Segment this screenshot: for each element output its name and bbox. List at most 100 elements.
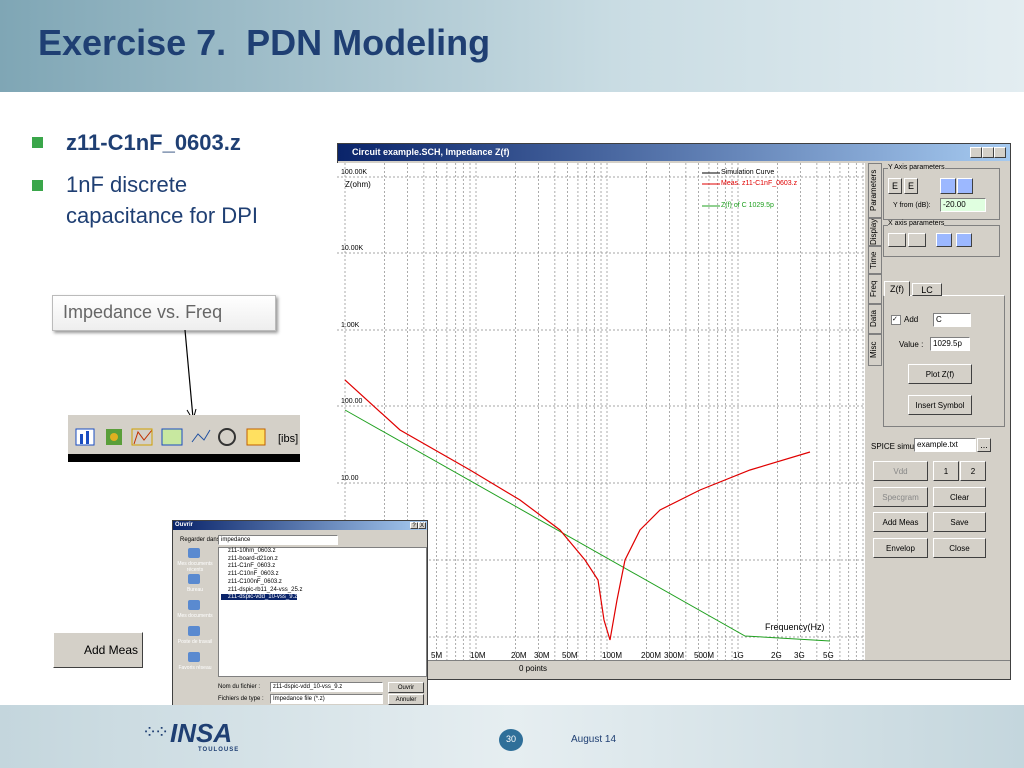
type-label: Fichiers de type :	[218, 696, 264, 702]
icon-button[interactable]	[936, 233, 952, 247]
side-tab[interactable]: Display	[868, 218, 882, 246]
y-label: 10.00	[341, 475, 359, 482]
panel-button[interactable]: 1	[933, 461, 959, 481]
element	[75, 428, 95, 446]
element	[133, 429, 153, 445]
icon-button[interactable]	[908, 233, 926, 247]
icon-button[interactable]	[888, 233, 906, 247]
add-label: Add	[904, 315, 919, 324]
icon-button[interactable]	[957, 178, 973, 194]
plot-button[interactable]: Plot Z(f)	[908, 364, 972, 384]
group-title: X axis parameters	[888, 220, 945, 227]
side-tab[interactable]: Time	[868, 246, 882, 274]
page-circle	[499, 729, 523, 751]
subtab[interactable]: LC	[912, 283, 942, 296]
x-label: 50M	[562, 651, 578, 660]
window-title: Circuit example.SCH, Impedance Z(f)	[352, 147, 510, 157]
file-item[interactable]: z11-dspic-rb11_24-vss_25.z	[228, 586, 303, 593]
place-label[interactable]: Poste de travail	[177, 639, 213, 645]
panel-button[interactable]: Vdd	[873, 461, 928, 481]
place-label[interactable]: Bureau	[186, 587, 204, 593]
panel-button[interactable]: Specgram	[873, 487, 928, 507]
y-label: 100.00	[341, 398, 363, 405]
icon-button[interactable]: E	[888, 178, 902, 194]
file-list	[218, 547, 427, 677]
component-select[interactable]: C	[933, 313, 971, 327]
value-input[interactable]: 1029.5p	[930, 337, 970, 351]
look-in-label: Regarder dans:	[180, 537, 222, 543]
maximize[interactable]	[982, 147, 994, 158]
x-label: 20M	[511, 651, 527, 660]
checkbox[interactable]: ✓	[891, 315, 901, 325]
minimize[interactable]	[970, 147, 982, 158]
look-in-select[interactable]: impedance	[218, 535, 338, 545]
header-band	[0, 0, 1024, 92]
place-icon	[188, 600, 200, 610]
status-text: 0 points	[519, 664, 548, 673]
spice-input[interactable]: example.txt	[914, 438, 976, 452]
side-tab[interactable]: Data	[868, 304, 882, 334]
bullet-file: z11-C1nF_0603.z	[66, 130, 241, 155]
place-label[interactable]: Favoris réseau	[178, 665, 212, 671]
grid	[337, 163, 865, 660]
bullet-square	[32, 137, 43, 148]
panel-button[interactable]: Close	[933, 538, 986, 558]
add-meas-button[interactable]: Add Meas	[53, 632, 143, 668]
place-label[interactable]: Mes documents récents	[177, 561, 213, 573]
x-label: 5G	[823, 651, 834, 660]
type-select[interactable]: Impedance file (*.z)	[270, 694, 383, 704]
help-button[interactable]: ?	[410, 522, 418, 529]
spice-label: SPICE simu:	[871, 442, 917, 451]
cancel-button[interactable]: Annuler	[388, 694, 424, 705]
close-button[interactable]: X	[418, 522, 426, 529]
file-item[interactable]: z11-dspic-vdd_10-vss_9.z	[221, 594, 298, 601]
dialog-title: Ouvrir	[175, 522, 194, 528]
x-label: 5M	[431, 651, 443, 660]
panel-button[interactable]: Add Meas	[873, 512, 928, 532]
slide-title: Exercise 7. PDN Modeling	[38, 22, 491, 63]
place-icon	[188, 652, 200, 662]
panel-button[interactable]: Envelop	[873, 538, 928, 558]
y-from-input[interactable]: -20.00	[940, 198, 986, 212]
browse-button[interactable]: ...	[977, 438, 991, 452]
file-item[interactable]: z11-board-d21on.z	[228, 555, 278, 562]
subtab[interactable]: Z(f)	[884, 281, 910, 296]
legend-label: Meas. z11-C1nF_0603.z	[721, 180, 798, 187]
panel-button[interactable]: Clear	[933, 487, 986, 507]
file-item[interactable]: z11-C100nF_0603.z	[228, 578, 282, 585]
icon-button[interactable]	[956, 233, 972, 247]
element	[86, 431, 89, 444]
add-meas-label: Add Meas	[83, 643, 138, 657]
x-label: 10M	[470, 651, 486, 660]
x-label: 30M	[534, 651, 550, 660]
place-label[interactable]: Mes documents	[177, 613, 213, 619]
element	[191, 429, 211, 443]
file-item[interactable]: z11-C1nF_0603.z	[228, 563, 276, 570]
value-label: Value :	[899, 340, 924, 349]
file-name-input[interactable]: z11-dspic-vdd_10-vss_9.z	[270, 682, 383, 692]
panel-button[interactable]: Save	[933, 512, 986, 532]
toolbar-ibs: [ibs]	[278, 433, 299, 445]
element	[161, 428, 183, 446]
place-icon	[188, 574, 200, 584]
file-name-label: Nom du fichier :	[218, 684, 261, 690]
close[interactable]	[994, 147, 1006, 158]
element	[184, 329, 194, 419]
bullet-text: 1nF discrete	[66, 172, 188, 197]
icon-button[interactable]	[940, 178, 956, 194]
icon-button[interactable]: E	[904, 178, 918, 194]
file-item[interactable]: z11-10hm_0603.z	[228, 548, 276, 554]
side-tab[interactable]: Misc	[868, 334, 882, 366]
x-axis-label: Frequency(Hz)	[765, 622, 825, 632]
side-tab[interactable]: Parameters	[868, 163, 882, 218]
x-label: 300M	[664, 651, 685, 660]
open-button[interactable]: Ouvrir	[388, 682, 424, 693]
bullet-text: capacitance for DPI	[66, 203, 258, 228]
page-number: 30	[505, 734, 516, 744]
side-tab[interactable]: Freq	[868, 274, 882, 304]
insert-button[interactable]: Insert Symbol	[908, 395, 972, 415]
x-label: 1G	[733, 651, 744, 660]
file-item[interactable]: z11-C10nF_0603.z	[228, 571, 279, 578]
panel-button[interactable]: 2	[960, 461, 986, 481]
